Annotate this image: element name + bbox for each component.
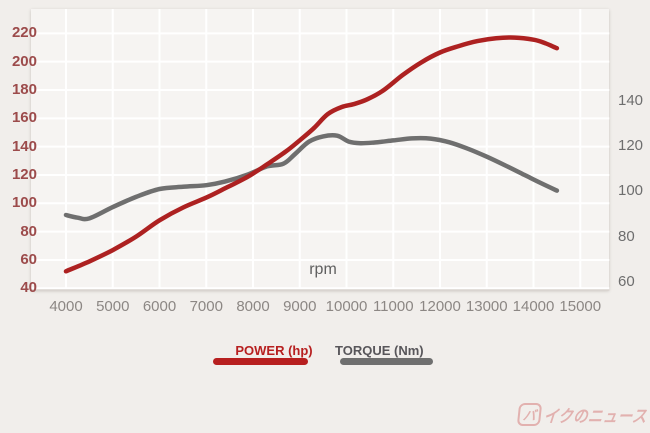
legend-swatch-power	[213, 358, 308, 365]
x-axis-tick-7000: 7000	[189, 298, 223, 315]
legend-label-power: POWER (hp)	[235, 343, 313, 358]
right-axis-tick-120: 120	[618, 137, 644, 155]
x-axis-tick-5000: 5000	[96, 298, 130, 315]
left-axis-tick-120: 120	[11, 165, 37, 183]
left-axis-tick-60: 60	[20, 250, 37, 268]
x-axis-tick-4000: 4000	[49, 298, 83, 315]
left-axis-tick-80: 80	[20, 222, 37, 240]
right-axis-tick-140: 140	[618, 91, 644, 109]
x-axis-unit-label: rpm	[309, 261, 337, 278]
left-axis-tick-200: 200	[11, 52, 37, 70]
power-curve	[63, 35, 560, 274]
x-axis-tick-9000: 9000	[283, 298, 317, 315]
x-axis-tick-13000: 13000	[465, 298, 508, 315]
right-axis-tick-80: 80	[618, 227, 635, 245]
x-axis-tick-12000: 12000	[419, 298, 461, 315]
watermark-logo: バ イクのニュース	[516, 402, 650, 427]
x-axis-tick-15000: 15000	[559, 298, 602, 315]
left-axis-tick-140: 140	[11, 137, 37, 155]
legend-swatch-torque	[340, 358, 433, 365]
left-axis-tick-160: 160	[11, 109, 37, 127]
torque-curve	[63, 133, 560, 222]
x-axis-tick-11000: 11000	[372, 298, 414, 315]
left-axis-tick-40: 40	[20, 279, 37, 297]
right-axis-tick-100: 100	[618, 182, 644, 200]
x-axis-tick-6000: 6000	[142, 298, 177, 315]
legend-label-torque: TORQUE (Nm)	[335, 343, 424, 358]
x-axis-tick-8000: 8000	[236, 298, 270, 315]
left-axis-tick-220: 220	[11, 24, 37, 42]
left-axis-tick-180: 180	[11, 80, 37, 98]
x-axis-tick-14000: 14000	[512, 298, 555, 315]
watermark-text: イクのニュース	[542, 407, 648, 426]
x-axis-tick-10000: 10000	[325, 298, 368, 315]
watermark-badge: バ	[516, 403, 543, 426]
right-axis-tick-60: 60	[618, 272, 635, 290]
left-axis-tick-100: 100	[11, 194, 37, 212]
